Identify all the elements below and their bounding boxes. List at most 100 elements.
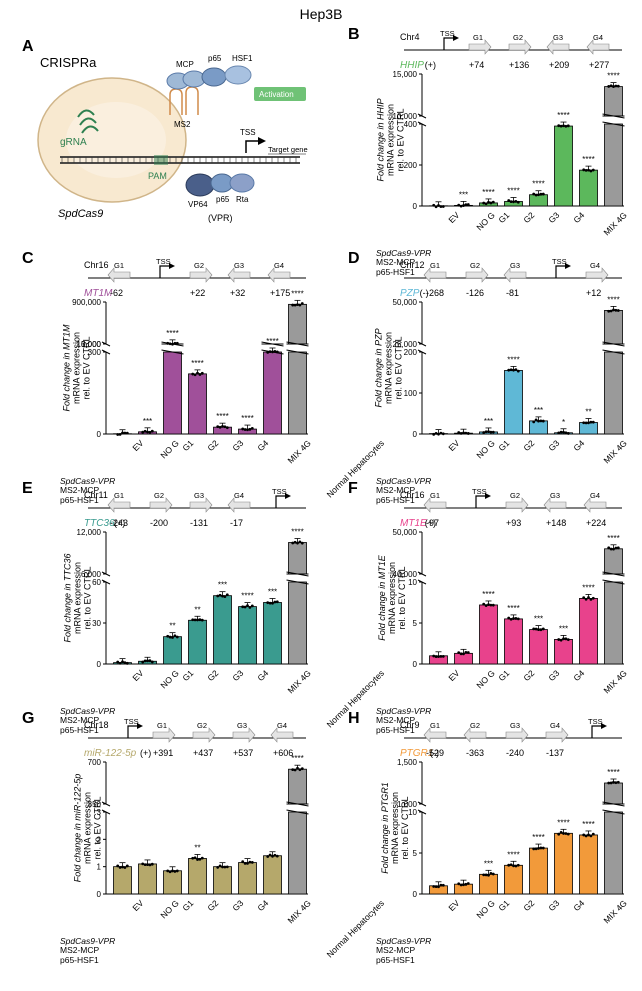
svg-text:****: **** <box>582 820 594 829</box>
chart-body-g: 3507000123******Fold change in miR-122-5… <box>78 762 310 894</box>
svg-text:Chr16: Chr16 <box>400 490 425 500</box>
svg-text:**: ** <box>169 622 175 631</box>
chart-body-c: 5,00010,000900,0000300******************… <box>78 302 310 434</box>
svg-text:****: **** <box>507 850 519 859</box>
svg-text:***: *** <box>534 406 543 415</box>
svg-text:Chr12: Chr12 <box>400 260 425 270</box>
svg-text:-268: -268 <box>426 288 444 298</box>
svg-text:Chr16: Chr16 <box>84 260 109 270</box>
svg-text:G3: G3 <box>194 491 204 500</box>
xaxis-label: G3 <box>546 898 561 913</box>
construct-label: SpdCas9-VPRMS2-MCPp65-HSF1 <box>60 937 116 966</box>
svg-text:MCP: MCP <box>176 60 194 69</box>
svg-text:****: **** <box>582 583 594 592</box>
svg-text:Chr11: Chr11 <box>84 490 108 500</box>
svg-text:TSS: TSS <box>588 718 603 726</box>
svg-text:12,000: 12,000 <box>77 528 102 537</box>
svg-text:G4: G4 <box>590 491 600 500</box>
svg-text:****: **** <box>607 72 619 81</box>
svg-text:G4: G4 <box>274 261 284 270</box>
svg-text:-363: -363 <box>466 748 484 758</box>
svg-text:G1: G1 <box>114 261 124 270</box>
xaxis-labels: EVNO GG1G2G3G4MIX 4GNormal HepatocytesSp… <box>78 894 310 930</box>
svg-text:+537: +537 <box>233 748 253 758</box>
chart-body-b: 10,00015,0000200400*********************… <box>394 74 626 206</box>
svg-text:(VPR): (VPR) <box>208 213 233 223</box>
svg-text:-126: -126 <box>466 288 484 298</box>
svg-text:G1: G1 <box>157 721 167 730</box>
xaxis-label: G4 <box>571 438 586 453</box>
svg-text:p65: p65 <box>208 54 222 63</box>
xaxis-label: G3 <box>230 438 245 453</box>
svg-text:VP64: VP64 <box>188 200 208 209</box>
svg-text:**: ** <box>585 408 591 417</box>
chart-body-d: 25,00050,0000100200*****************Fold… <box>394 302 626 434</box>
xaxis-label: G4 <box>571 668 586 683</box>
svg-text:G1: G1 <box>430 721 440 730</box>
svg-text:(+): (+) <box>140 748 151 758</box>
svg-text:+93: +93 <box>506 518 521 528</box>
svg-text:TSS: TSS <box>124 718 139 726</box>
svg-text:Target gene: Target gene <box>268 145 308 154</box>
xaxis-label: MIX 4G <box>601 210 628 237</box>
svg-text:****: **** <box>557 818 569 827</box>
svg-text:G4: G4 <box>590 261 600 270</box>
xaxis-label: G4 <box>255 668 270 683</box>
svg-text:50,000: 50,000 <box>393 528 418 537</box>
svg-text:****: **** <box>507 355 519 364</box>
xaxis-label: EV <box>130 668 145 683</box>
svg-text:PAM: PAM <box>148 171 167 181</box>
yaxis-label: Fold change in MT1EmRNA expressionrel. t… <box>377 555 407 641</box>
svg-text:Chr18: Chr18 <box>84 720 109 730</box>
xaxis-label: G2 <box>521 438 536 453</box>
xaxis-label: G1 <box>496 438 511 453</box>
svg-text:G2: G2 <box>513 33 523 42</box>
svg-text:5: 5 <box>413 619 418 628</box>
svg-text:+437: +437 <box>193 748 213 758</box>
xaxis-label: G1 <box>496 898 511 913</box>
yaxis-label: Fold change in miR-122-5pmRNA expression… <box>72 774 102 883</box>
xaxis-labels: EVNO GG1G2G3G4MIX 4GNormal HepatocytesSp… <box>394 434 626 470</box>
svg-text:+32: +32 <box>230 288 245 298</box>
xaxis-label: G2 <box>205 898 220 913</box>
xaxis-label: G2 <box>521 210 536 225</box>
svg-text:****: **** <box>507 186 519 195</box>
yaxis-label: Fold change in PTGR1mRNA expressionrel. … <box>380 782 410 874</box>
xaxis-label: MIX 4G <box>285 438 312 465</box>
gene-header-h: Chr9TSSG1G2G3G4PTGR1(-)-529-363-240-137 <box>394 718 626 762</box>
svg-text:-62: -62 <box>110 288 123 298</box>
svg-text:****: **** <box>241 592 253 601</box>
svg-text:+175: +175 <box>270 288 290 298</box>
svg-text:+22: +22 <box>190 288 205 298</box>
svg-text:****: **** <box>241 414 253 423</box>
svg-text:TSS: TSS <box>472 488 487 496</box>
xaxis-label: MIX 4G <box>601 898 628 925</box>
svg-text:G3: G3 <box>510 721 520 730</box>
svg-text:G2: G2 <box>510 491 520 500</box>
svg-text:Chr4: Chr4 <box>400 32 420 42</box>
gene-header-g: Chr18TSSG1G2G3G4miR-122-5p(+)+391+437+53… <box>78 718 310 762</box>
construct-label: SpdCas9-VPRMS2-MCPp65-HSF1 <box>376 937 432 966</box>
svg-text:HSF1: HSF1 <box>232 54 253 63</box>
xaxis-label: G1 <box>496 210 511 225</box>
svg-text:****: **** <box>532 833 544 842</box>
svg-text:****: **** <box>582 155 594 164</box>
svg-text:-240: -240 <box>506 748 524 758</box>
xaxis-label: NO G <box>158 438 180 460</box>
svg-text:5: 5 <box>413 849 418 858</box>
svg-text:****: **** <box>507 604 519 613</box>
xaxis-label: MIX 4G <box>285 668 312 695</box>
xaxis-label: MIX 4G <box>601 438 628 465</box>
svg-text:G1: G1 <box>114 491 124 500</box>
svg-text:-243: -243 <box>110 518 128 528</box>
svg-text:-529: -529 <box>426 748 444 758</box>
yaxis-label: Fold change in MT1MmRNA expressionrel. t… <box>62 324 92 411</box>
xaxis-label: EV <box>446 668 461 683</box>
svg-text:***: *** <box>218 581 227 590</box>
svg-text:****: **** <box>482 590 494 599</box>
svg-text:G4: G4 <box>234 491 244 500</box>
svg-text:gRNA: gRNA <box>60 137 87 148</box>
xaxis-label: MIX 4G <box>285 898 312 925</box>
svg-text:-97: -97 <box>426 518 439 528</box>
xaxis-label: G3 <box>546 210 561 225</box>
